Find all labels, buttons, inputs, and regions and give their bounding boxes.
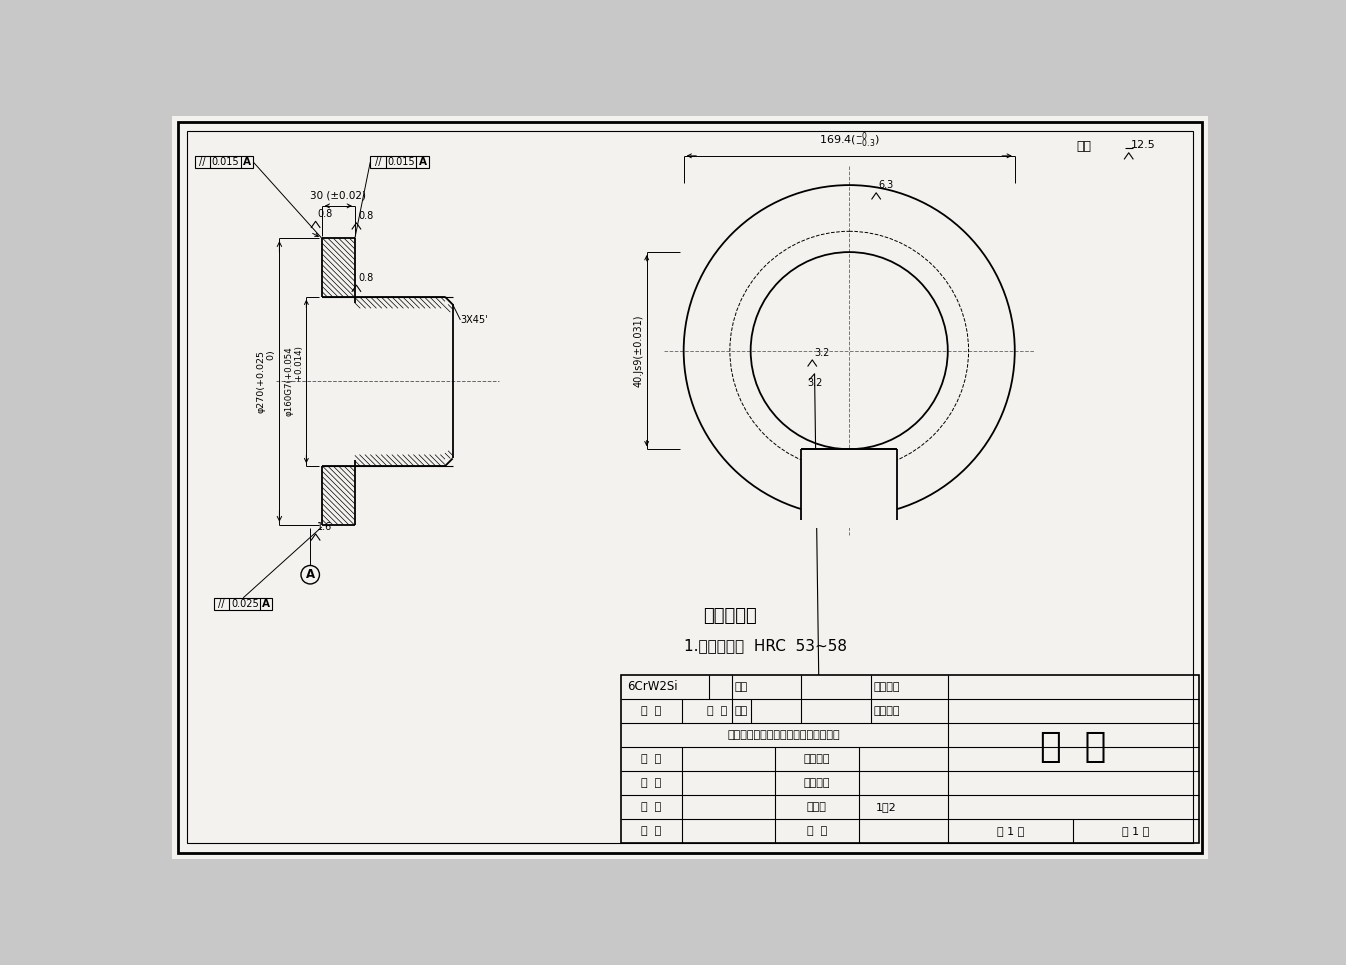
Text: //: // xyxy=(374,157,381,167)
Text: 1.6: 1.6 xyxy=(318,522,332,532)
Text: 第 1 页: 第 1 页 xyxy=(1123,826,1149,837)
Text: 0.8: 0.8 xyxy=(358,210,373,221)
Bar xyxy=(621,675,1199,843)
Text: 件号: 件号 xyxy=(735,682,748,692)
Text: 室  审: 室 审 xyxy=(641,754,661,764)
Text: 3X45': 3X45' xyxy=(460,315,489,325)
Text: 1.热处理调质  HRC  53~58: 1.热处理调质 HRC 53~58 xyxy=(684,638,847,653)
Text: 3.2: 3.2 xyxy=(806,377,822,388)
Text: 设  计: 设 计 xyxy=(641,826,661,837)
Text: 30 (±0.02): 30 (±0.02) xyxy=(311,190,366,201)
Text: 比例尺: 比例尺 xyxy=(808,802,826,813)
Text: 12.5: 12.5 xyxy=(1131,141,1155,151)
Text: A: A xyxy=(306,568,315,581)
Text: 刀  盘: 刀 盘 xyxy=(1040,731,1106,764)
Bar xyxy=(801,450,896,528)
Text: A: A xyxy=(244,157,252,167)
Text: 重  量: 重 量 xyxy=(707,706,727,716)
Text: 169.4($^{-0}_{-0.3}$): 169.4($^{-0}_{-0.3}$) xyxy=(818,131,880,151)
Text: 技术要求：: 技术要求： xyxy=(703,607,756,625)
Bar xyxy=(370,155,429,168)
Bar xyxy=(214,598,272,610)
Text: 0.015: 0.015 xyxy=(211,157,240,167)
Text: 装配图号: 装配图号 xyxy=(874,682,899,692)
Text: φ270(+0.025
           0): φ270(+0.025 0) xyxy=(257,350,276,413)
Text: 材  料: 材 料 xyxy=(641,706,661,716)
Text: 1：2: 1：2 xyxy=(876,802,896,813)
Text: 6.3: 6.3 xyxy=(878,180,894,190)
Text: 工程编号: 工程编号 xyxy=(804,754,830,764)
Text: 制  图: 制 图 xyxy=(806,826,826,837)
Text: 3.2: 3.2 xyxy=(814,347,829,358)
Text: 共 1 页: 共 1 页 xyxy=(997,826,1024,837)
Text: 机械设计制造及其自动化专业毕业设计: 机械设计制造及其自动化专业毕业设计 xyxy=(728,731,840,740)
Text: 0.8: 0.8 xyxy=(358,273,373,283)
Text: 件号: 件号 xyxy=(735,706,748,716)
Text: A: A xyxy=(262,599,271,609)
Text: 组  审: 组 审 xyxy=(641,778,661,788)
Text: 装配图号: 装配图号 xyxy=(874,706,899,716)
Text: 审  核: 审 核 xyxy=(641,802,661,813)
Text: //: // xyxy=(199,157,206,167)
Text: 0.015: 0.015 xyxy=(388,157,415,167)
Text: 其余: 其余 xyxy=(1077,141,1092,153)
Bar xyxy=(195,155,253,168)
Text: A: A xyxy=(419,157,427,167)
Text: 设计阶段: 设计阶段 xyxy=(804,778,830,788)
Text: φ160G7(+0.054
             +0.014): φ160G7(+0.054 +0.014) xyxy=(284,346,304,417)
Text: 0.8: 0.8 xyxy=(318,209,332,219)
Text: //: // xyxy=(218,599,225,609)
Text: 6CrW2Si: 6CrW2Si xyxy=(627,680,677,694)
Text: 40.Js9(±0.031): 40.Js9(±0.031) xyxy=(634,315,643,387)
Text: 0.025: 0.025 xyxy=(232,599,258,609)
Bar xyxy=(801,449,896,480)
